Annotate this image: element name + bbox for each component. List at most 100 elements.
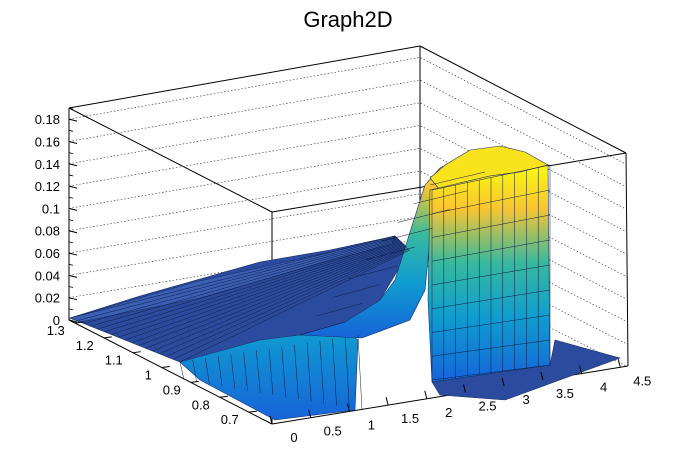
y-tick: [219, 395, 228, 398]
mesh-line: [131, 243, 404, 343]
z-minor-tick: [68, 118, 74, 121]
mesh-line: [230, 354, 236, 389]
mesh-line: [243, 352, 248, 391]
y-tick: [103, 336, 112, 339]
mesh-line: [299, 321, 346, 336]
frame-edge: [68, 107, 273, 213]
x-tick: [308, 409, 312, 418]
y-tick-label: 0.7: [221, 412, 239, 427]
mesh-line: [431, 164, 551, 191]
z-minor-tick: [68, 286, 74, 288]
frame-edge: [68, 45, 421, 109]
z-minor-tick: [68, 252, 74, 255]
z-minor-tick: [68, 241, 74, 244]
z-minor-tick: [68, 208, 74, 210]
x-tick: [501, 378, 505, 387]
mesh-line: [97, 239, 399, 330]
x-tick: [540, 371, 544, 380]
z-tick-label: 0.14: [35, 157, 60, 172]
z-minor-tick: [68, 107, 74, 110]
x-tick: [385, 396, 389, 406]
z-minor-tick: [68, 219, 74, 221]
z-minor-tick: [68, 308, 74, 311]
mesh-line: [332, 284, 381, 298]
x-tick-label: 0.5: [324, 424, 342, 439]
x-tick-label: 4: [600, 380, 607, 395]
z-minor-tick: [68, 129, 74, 132]
mesh-line: [431, 364, 551, 381]
mesh-line: [348, 265, 398, 279]
mesh-line: [152, 246, 407, 352]
z-tick-label: 0.16: [35, 134, 60, 149]
mesh-line: [111, 241, 401, 335]
z-minor-tick: [68, 263, 74, 266]
frame-edge: [68, 319, 273, 425]
z-minor-tick: [68, 174, 74, 177]
x-tick-label: 0: [290, 430, 297, 445]
mesh-line: [281, 346, 286, 398]
mesh-line: [332, 338, 337, 406]
z-minor-tick: [68, 141, 74, 143]
mesh-line: [294, 344, 299, 400]
x-tick-label: 2: [445, 405, 452, 420]
mesh-line: [69, 235, 396, 319]
z-minor-tick: [68, 152, 74, 155]
z-minor-tick: [68, 163, 74, 166]
mesh-line: [431, 289, 551, 309]
mesh-line: [76, 236, 397, 321]
z-minor-tick: [68, 185, 74, 188]
mesh-line: [316, 303, 363, 317]
x-tick: [269, 415, 273, 425]
mesh-line: [118, 241, 402, 338]
mesh-line: [431, 239, 551, 262]
frame-edge: [625, 152, 629, 367]
mesh-line: [90, 238, 398, 327]
y-axis: 0.7 0.8 0.9 1 1.1 1.2 1.3: [47, 321, 257, 427]
y-tick-label: 0.9: [163, 382, 181, 397]
mesh-line: [306, 342, 312, 402]
x-tick-label: 1: [368, 417, 375, 432]
x-tick-label: 3: [523, 392, 530, 407]
mesh-line: [192, 360, 197, 383]
y-tick: [248, 410, 257, 413]
mesh-line: [357, 334, 363, 411]
mesh-line: [431, 314, 551, 333]
mesh-line: [268, 348, 274, 396]
z-gridline: [68, 57, 627, 165]
surface-left-wall: [179, 329, 359, 421]
z-tick-label: 0.04: [35, 268, 60, 283]
z-tick-label: 0: [53, 313, 60, 328]
x-tick: [579, 365, 583, 374]
z-axis: 0 0.02 0.04 0.06 0.08 0.1 0.12 0.14 0.16 0.18: [35, 107, 78, 328]
mesh-line: [431, 189, 551, 214]
mesh-line: [431, 339, 551, 357]
x-tick-label: 4.5: [633, 373, 651, 388]
z-tick-label: 0.06: [35, 246, 60, 261]
z-tick-label: 0.02: [35, 291, 60, 306]
z-tick-label: 0.18: [35, 112, 60, 127]
mesh-line: [217, 356, 223, 387]
mesh-line: [256, 350, 261, 393]
mesh-line: [431, 214, 551, 238]
z-minor-tick: [68, 297, 74, 300]
z-minor-tick: [68, 274, 74, 277]
y-tick: [74, 321, 83, 324]
mesh-line: [397, 209, 451, 223]
mesh-line: [431, 264, 551, 286]
surface-plot: [69, 145, 621, 421]
x-tick-label: 2.5: [478, 398, 496, 413]
mesh-line: [159, 247, 408, 354]
z-minor-tick: [68, 196, 74, 199]
z-gridlines: [68, 57, 627, 367]
y-tick-label: 1: [145, 368, 152, 383]
mesh-line: [179, 361, 185, 381]
mesh-line: [173, 248, 410, 360]
x-tick-label: 1.5: [401, 411, 419, 426]
z-tick-label: 0.12: [35, 179, 60, 194]
y-tick-label: 1.2: [76, 338, 94, 353]
surface-front-wall: [427, 164, 551, 383]
mesh-line: [205, 358, 210, 385]
z-tick-label: 0.1: [42, 201, 60, 216]
mesh-line: [413, 190, 468, 204]
